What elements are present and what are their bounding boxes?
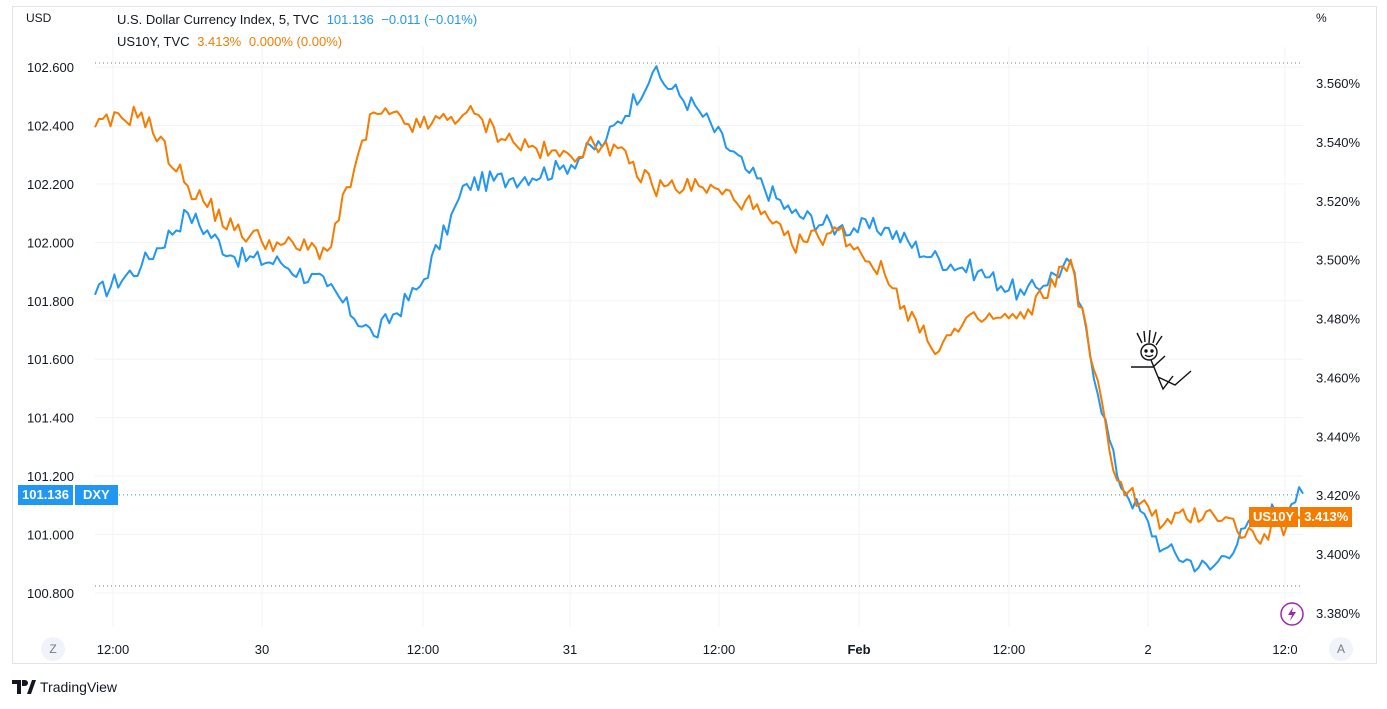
us10y-tag-value: 3.413% (1300, 507, 1353, 527)
left-tick-label: 101.400 (27, 411, 74, 426)
left-tick-label: 100.800 (27, 586, 74, 601)
left-tick-label: 102.400 (27, 118, 74, 133)
dxy-tag-symbol: DXY (75, 485, 118, 505)
right-tick-label: 3.380% (1316, 606, 1361, 621)
x-tick-label: 12:00 (703, 642, 736, 657)
left-tick-label: 101.000 (27, 528, 74, 543)
stick-figure-drawing (1131, 329, 1192, 391)
left-axis-title: USD (26, 11, 52, 25)
auto-scale-button[interactable]: A (1329, 637, 1353, 661)
legend-us10y-change: 0.000% (0.00%) (248, 34, 343, 49)
right-tick-label: 3.420% (1316, 488, 1361, 503)
x-tick-label: 12:00 (993, 642, 1026, 657)
x-tick-label: 31 (563, 642, 577, 657)
us10y-tag-symbol: US10Y (1249, 507, 1299, 527)
legend-dxy-value: 101.136 (326, 12, 374, 27)
legend-us10y-name: US10Y, TVC (117, 34, 190, 49)
left-tick-label: 102.600 (27, 60, 74, 75)
chart-frame[interactable]: 102.600 102.400 102.200 102.000 101.800 101.6… (12, 6, 1377, 664)
legend-us10y[interactable]: US10Y, TVC 3.413% 0.000% (0.00%) (117, 34, 346, 49)
left-tick-label: 101.600 (27, 352, 74, 367)
us10y-series-line (94, 104, 1304, 545)
us10y-price-tag: US10Y 3.413% (1249, 507, 1353, 527)
legend-dxy[interactable]: U.S. Dollar Currency Index, 5, TVC 101.1… (117, 12, 481, 27)
right-tick-label: 3.460% (1316, 370, 1361, 385)
right-tick-label: 3.500% (1316, 253, 1361, 268)
brand-name: TradingView (40, 679, 118, 695)
right-tick-label: 3.400% (1316, 547, 1361, 562)
right-axis-title: % (1316, 11, 1327, 25)
right-tick-label: 3.440% (1316, 429, 1361, 444)
legend-us10y-value: 3.413% (197, 34, 242, 49)
lightning-icon[interactable] (1279, 601, 1305, 627)
left-tick-label: 101.800 (27, 294, 74, 309)
x-tick-label: Feb (847, 642, 870, 657)
grid-lines (95, 47, 1303, 627)
right-tick-label: 3.520% (1316, 194, 1361, 209)
x-tick-label: 2 (1144, 642, 1151, 657)
dxy-series-line (94, 65, 1304, 573)
left-tick-label: 102.000 (27, 235, 74, 250)
dxy-tag-value: 101.136 (18, 485, 73, 505)
legend-dxy-change: −0.011 (−0.01%) (381, 12, 478, 27)
x-tick-label: 12:00 (97, 642, 130, 657)
series-lines (94, 65, 1304, 573)
x-tick-label: 12:0 (1272, 642, 1297, 657)
right-tick-label: 3.560% (1316, 76, 1361, 91)
right-tick-label: 3.540% (1316, 135, 1361, 150)
legend-dxy-name: U.S. Dollar Currency Index, 5, TVC (117, 12, 320, 27)
x-tick-label: 30 (255, 642, 269, 657)
tradingview-logo-icon (12, 680, 36, 694)
left-tick-label: 102.200 (27, 177, 74, 192)
tradingview-brand[interactable]: TradingView (12, 679, 117, 695)
axis-labels: 102.600 102.400 102.200 102.000 101.800 101.6… (27, 60, 1361, 657)
zoom-button[interactable]: Z (41, 637, 65, 661)
left-tick-label: 101.200 (27, 469, 74, 484)
dxy-price-tag: 101.136 DXY (18, 485, 118, 505)
right-tick-label: 3.480% (1316, 312, 1361, 327)
x-tick-label: 12:00 (407, 642, 440, 657)
chart-plot[interactable]: 102.600 102.400 102.200 102.000 101.800 101.6… (13, 7, 1378, 665)
